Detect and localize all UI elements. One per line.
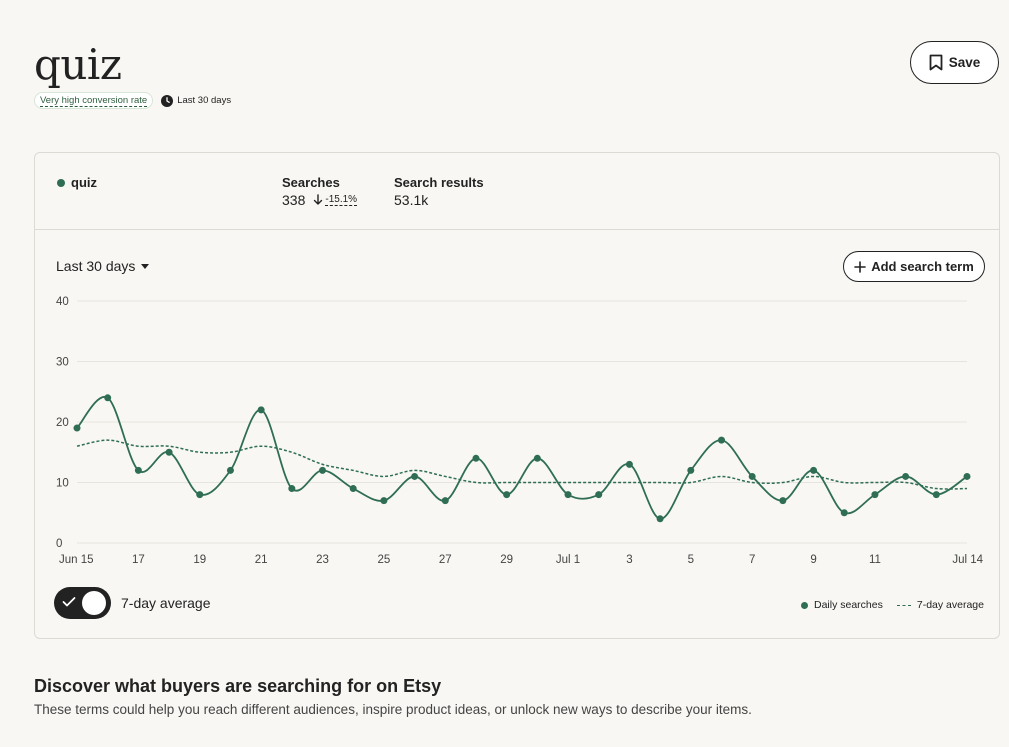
period-label: Last 30 days bbox=[177, 95, 232, 106]
range-dropdown[interactable]: Last 30 days bbox=[56, 258, 150, 274]
search-trend-chart: 0 10 20 30 40 Jun 15 17 19 21 23 25 27 29 Jul 1 3 5 7 9 11… bbox=[56, 296, 984, 566]
check-icon bbox=[62, 597, 76, 607]
data-point bbox=[196, 491, 204, 499]
x-tick-label: Jul 14 bbox=[952, 554, 983, 566]
save-button[interactable]: Save bbox=[910, 41, 999, 84]
conversion-badge-label: Very high conversion rate bbox=[40, 95, 148, 107]
page-title: quiz bbox=[34, 40, 122, 89]
data-point bbox=[595, 491, 603, 499]
x-tick-label: 7 bbox=[749, 554, 755, 566]
save-label: Save bbox=[948, 55, 981, 70]
x-tick-label: Jun 15 bbox=[59, 554, 94, 566]
data-point bbox=[319, 466, 327, 474]
data-point bbox=[73, 424, 81, 432]
x-tick-label: Jul 1 bbox=[556, 554, 580, 566]
data-point bbox=[779, 497, 787, 505]
plus-icon bbox=[854, 260, 867, 273]
legend-dash-icon bbox=[896, 604, 911, 606]
add-search-term-label: Add search term bbox=[871, 259, 974, 274]
period-indicator: Last 30 days bbox=[161, 94, 232, 107]
x-tick-label: 27 bbox=[439, 554, 452, 566]
x-tick-label: 25 bbox=[377, 554, 390, 566]
conversion-badge[interactable]: Very high conversion rate bbox=[34, 92, 154, 109]
data-point bbox=[748, 472, 756, 480]
search-trend-card: quiz Searches 338 -15.1% Search results … bbox=[34, 152, 1000, 639]
x-tick-label: 23 bbox=[316, 554, 329, 566]
data-point bbox=[380, 497, 388, 505]
range-label: Last 30 days bbox=[56, 258, 136, 274]
y-tick-label: 40 bbox=[56, 296, 69, 308]
results-stat: Search results 53.1k bbox=[394, 175, 484, 208]
legend-average-label: 7-day average bbox=[916, 599, 984, 611]
y-tick-label: 30 bbox=[56, 357, 69, 369]
y-tick-label: 20 bbox=[56, 417, 69, 429]
series-dot bbox=[57, 178, 65, 187]
searches-label: Searches bbox=[282, 175, 340, 190]
x-tick-label: 3 bbox=[626, 554, 632, 566]
x-tick-label: 17 bbox=[132, 554, 145, 566]
data-point bbox=[411, 472, 419, 480]
legend-average: 7-day average bbox=[896, 599, 984, 611]
searches-stat: Searches 338 -15.1% bbox=[282, 175, 358, 208]
data-point bbox=[717, 436, 725, 444]
data-point bbox=[810, 466, 818, 474]
y-tick-label: 10 bbox=[56, 478, 69, 490]
term-indicator: quiz bbox=[57, 175, 97, 190]
x-tick-label: 29 bbox=[500, 554, 513, 566]
chart-legend: Daily searches 7-day average bbox=[800, 599, 984, 611]
discover-title: Discover what buyers are searching for o… bbox=[34, 676, 442, 696]
toggle-knob bbox=[82, 591, 106, 615]
legend-dot-icon bbox=[800, 601, 808, 609]
data-point bbox=[656, 515, 664, 523]
data-point bbox=[533, 454, 541, 462]
data-point bbox=[104, 394, 112, 402]
average-toggle-label: 7-day average bbox=[121, 595, 211, 611]
x-tick-label: 11 bbox=[869, 554, 881, 566]
data-point bbox=[625, 460, 633, 468]
data-point bbox=[288, 485, 296, 493]
searches-change-value: -15.1% bbox=[325, 194, 358, 206]
searches-value: 338 bbox=[282, 192, 306, 208]
data-point bbox=[441, 497, 449, 505]
series-line-7-day-average bbox=[76, 439, 968, 490]
term-label: quiz bbox=[71, 175, 97, 190]
x-tick-label: 19 bbox=[193, 554, 206, 566]
average-toggle[interactable] bbox=[54, 587, 111, 619]
keyword-meta: Very high conversion rate Last 30 days bbox=[34, 92, 231, 109]
add-search-term-button[interactable]: Add search term bbox=[843, 251, 985, 282]
searches-change[interactable]: -15.1% bbox=[313, 194, 358, 206]
results-label: Search results bbox=[394, 175, 484, 190]
data-point bbox=[687, 466, 695, 474]
data-point bbox=[564, 491, 572, 499]
bookmark-icon bbox=[929, 54, 943, 71]
data-point bbox=[134, 466, 142, 474]
data-point bbox=[165, 448, 173, 456]
data-point bbox=[932, 491, 940, 499]
caret-down-icon bbox=[141, 263, 150, 269]
data-point bbox=[963, 472, 971, 480]
average-toggle-row: 7-day average bbox=[54, 587, 211, 619]
data-point bbox=[257, 406, 265, 414]
clock-icon bbox=[161, 94, 174, 107]
data-point bbox=[871, 491, 879, 499]
x-tick-label: 5 bbox=[688, 554, 694, 566]
data-point bbox=[902, 472, 910, 480]
data-point bbox=[472, 454, 480, 462]
data-point bbox=[349, 485, 357, 493]
y-tick-label: 0 bbox=[56, 538, 62, 550]
data-point bbox=[840, 509, 848, 517]
discover-subtitle: These terms could help you reach differe… bbox=[34, 702, 752, 717]
x-tick-label: 9 bbox=[810, 554, 816, 566]
x-tick-label: 21 bbox=[255, 554, 268, 566]
legend-daily: Daily searches bbox=[800, 599, 883, 611]
data-point bbox=[503, 491, 511, 499]
series-line-daily-searches bbox=[76, 395, 968, 520]
card-summary: quiz Searches 338 -15.1% Search results … bbox=[35, 153, 999, 230]
data-point bbox=[226, 466, 234, 474]
results-value: 53.1k bbox=[394, 192, 429, 208]
legend-daily-label: Daily searches bbox=[813, 599, 883, 611]
arrow-down-icon bbox=[314, 194, 323, 205]
